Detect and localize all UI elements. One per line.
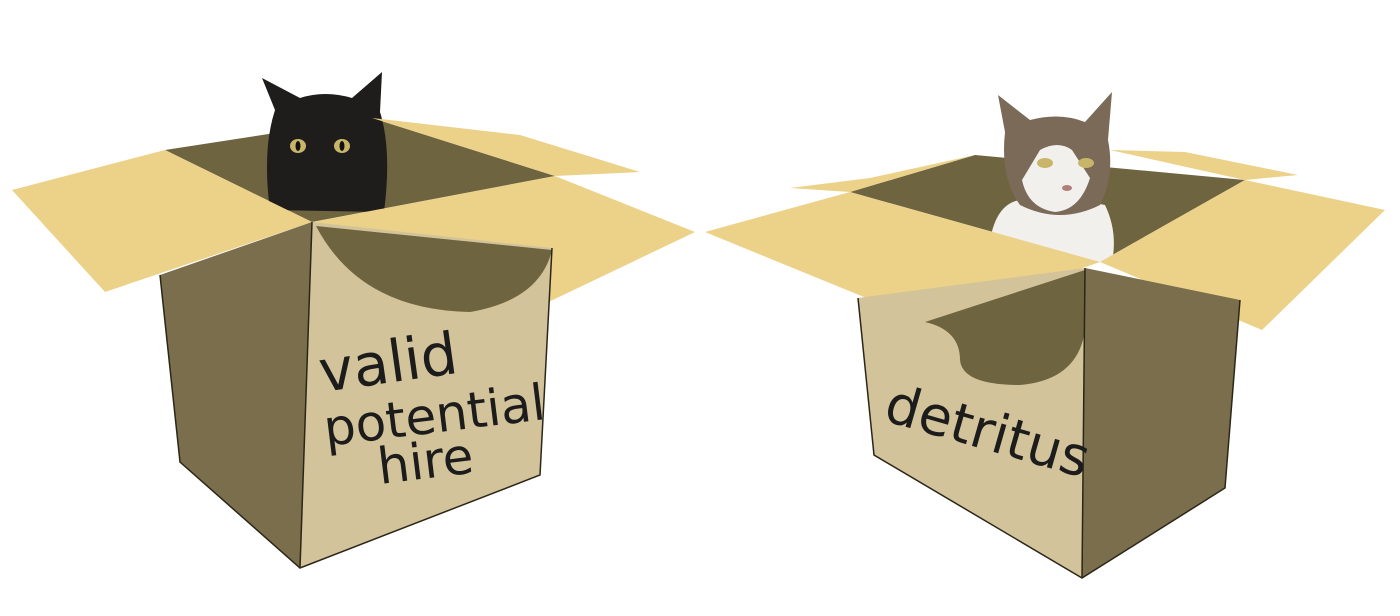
tabby-cat-right-eye (1078, 158, 1094, 168)
right-box-side-dark (1082, 268, 1240, 578)
left-box-side-dark (160, 222, 312, 568)
tabby-cat-nose (1062, 185, 1072, 191)
black-cat-left-pupil (296, 141, 301, 151)
right-box: detritus (705, 92, 1385, 578)
black-cat-right-pupil (340, 141, 345, 151)
left-box-label-line-3: hire (374, 427, 476, 496)
left-box: valid potential hire (12, 72, 695, 568)
black-cat-body (262, 72, 387, 212)
black-cat (262, 72, 387, 212)
tabby-cat-left-eye (1037, 158, 1053, 168)
